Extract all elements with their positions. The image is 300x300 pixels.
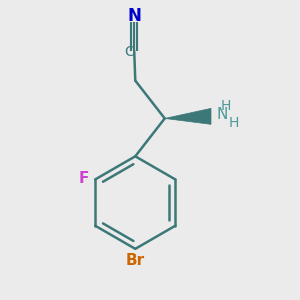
Text: N: N <box>216 107 228 122</box>
Text: F: F <box>79 171 89 186</box>
Text: H: H <box>229 116 239 130</box>
Text: H: H <box>220 99 231 113</box>
Text: C: C <box>124 45 134 59</box>
Polygon shape <box>165 108 211 124</box>
Text: Br: Br <box>126 253 145 268</box>
Text: N: N <box>127 8 141 26</box>
